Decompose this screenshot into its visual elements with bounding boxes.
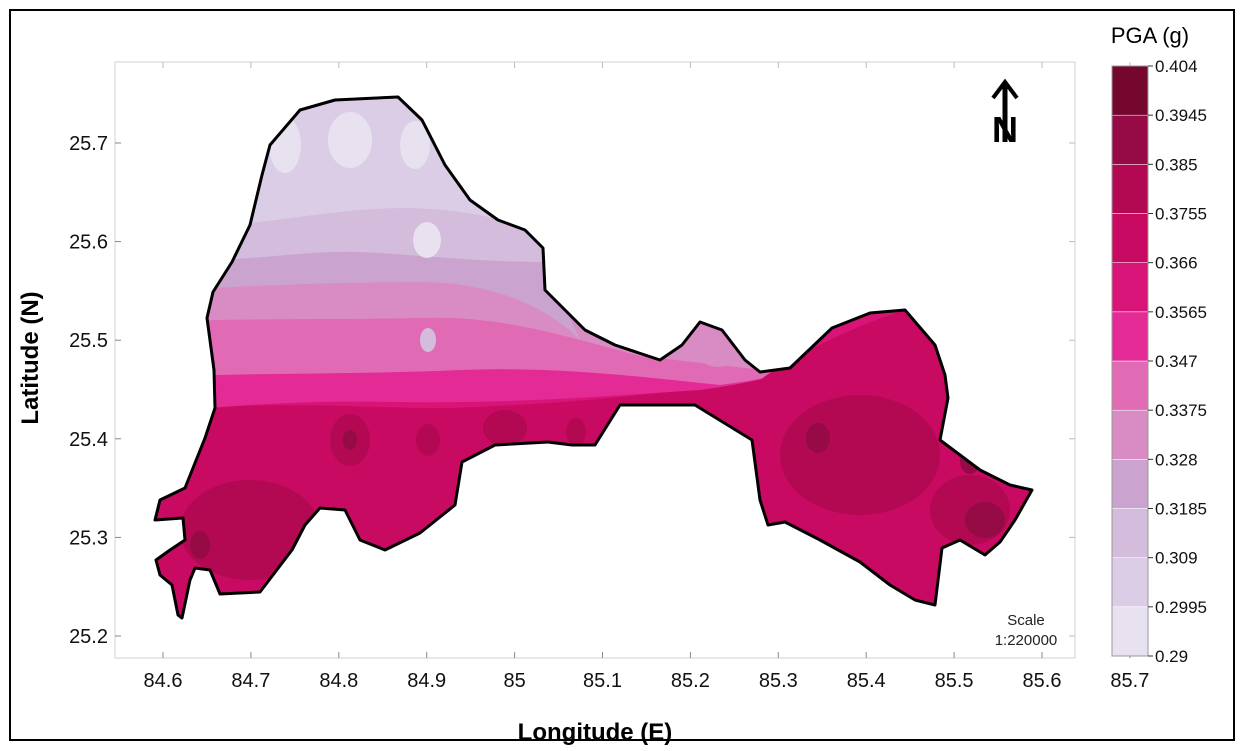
legend-swatch <box>1111 65 1149 116</box>
zone-0318-spot <box>420 328 436 352</box>
legend-tick-label: 0.29 <box>1155 647 1188 666</box>
figure-frame <box>9 9 1235 741</box>
zone-0385-spot-b <box>416 424 440 456</box>
zone-03945-d <box>343 430 357 450</box>
legend-tick-label: 0.328 <box>1155 450 1198 469</box>
legend-tick-label: 0.3375 <box>1155 401 1207 420</box>
legend-swatch <box>1111 360 1149 411</box>
zone-0385-spot-d <box>566 418 586 446</box>
zone-0385-east <box>780 395 940 515</box>
zone-0385-spot-c <box>483 410 527 446</box>
legend-swatch <box>1111 508 1149 558</box>
zone-0328 <box>155 250 580 340</box>
zone-02995-d <box>413 222 441 258</box>
x-tick-label: 85.6 <box>1023 670 1062 692</box>
y-tick-label: 25.3 <box>69 527 108 549</box>
x-tick-label: 85.7 <box>1110 670 1149 692</box>
y-tick-label: 25.4 <box>69 429 108 451</box>
legend-swatch <box>1111 213 1149 263</box>
legend-swatch <box>1111 114 1149 165</box>
legend-swatch <box>1111 262 1149 313</box>
legend-tick-label: 0.2995 <box>1155 598 1207 617</box>
legend-swatch <box>1111 557 1149 608</box>
legend-tick-label: 0.3755 <box>1155 205 1207 224</box>
scale-label: Scale <box>1007 612 1045 629</box>
legend-swatch <box>1111 164 1149 214</box>
x-tick-label: 85 <box>503 670 525 692</box>
x-tick-label: 85.3 <box>759 670 798 692</box>
legend-tick-label: 0.366 <box>1155 254 1198 273</box>
region-boundary <box>153 95 1034 620</box>
zone-0385-sw <box>180 480 320 580</box>
x-tick-label: 85.2 <box>671 670 710 692</box>
y-tick-label: 25.2 <box>69 626 108 648</box>
x-tick-label: 84.7 <box>231 670 270 692</box>
x-tick-label: 84.8 <box>319 670 358 692</box>
legend-title: PGA (g) <box>1111 23 1189 48</box>
legend-tick-label: 0.3565 <box>1155 303 1207 322</box>
y-axis: 25.2 25.3 25.4 25.5 25.6 25.7 <box>69 133 1075 648</box>
x-tick-label: 84.9 <box>407 670 446 692</box>
y-tick-label: 25.6 <box>69 232 108 254</box>
y-tick-label: 25.7 <box>69 133 108 155</box>
legend-swatch <box>1111 606 1149 657</box>
zone-02995-b <box>328 112 372 168</box>
legend-tick-label: 0.3185 <box>1155 500 1207 519</box>
color-legend: 0.29 0.2995 0.309 0.3185 0.328 0.3375 0.347 0.3… <box>1111 57 1207 666</box>
legend-tick-label: 0.309 <box>1155 549 1198 568</box>
x-axis: 84.6 84.7 84.8 84.9 85 85.1 85.2 85.3 85.4 85.5 85… <box>144 62 1149 692</box>
legend-tick-label: 0.404 <box>1155 57 1198 76</box>
y-axis-title: Latitude (N) <box>17 291 44 424</box>
zone-03945-e <box>190 531 210 559</box>
north-arrow-icon: N <box>991 78 1019 150</box>
legend-tick-label: 0.347 <box>1155 352 1198 371</box>
x-tick-label: 85.1 <box>583 670 622 692</box>
zone-02995-c <box>400 121 430 169</box>
legend-swatch <box>1111 311 1149 362</box>
scale-value: 1:220000 <box>995 632 1058 649</box>
north-label: N <box>992 109 1018 150</box>
x-tick-label: 85.4 <box>847 670 886 692</box>
zone-03945-b <box>965 502 1005 538</box>
y-tick-label: 25.5 <box>69 330 108 352</box>
legend-tick-label: 0.3945 <box>1155 106 1207 125</box>
x-tick-label: 85.5 <box>935 670 974 692</box>
legend-tick-label: 0.385 <box>1155 155 1198 174</box>
legend-swatch <box>1111 459 1149 509</box>
x-tick-label: 84.6 <box>144 670 183 692</box>
zone-03945-a <box>806 423 830 453</box>
legend-swatch <box>1111 409 1149 460</box>
x-axis-title: Longitude (E) <box>518 719 673 746</box>
